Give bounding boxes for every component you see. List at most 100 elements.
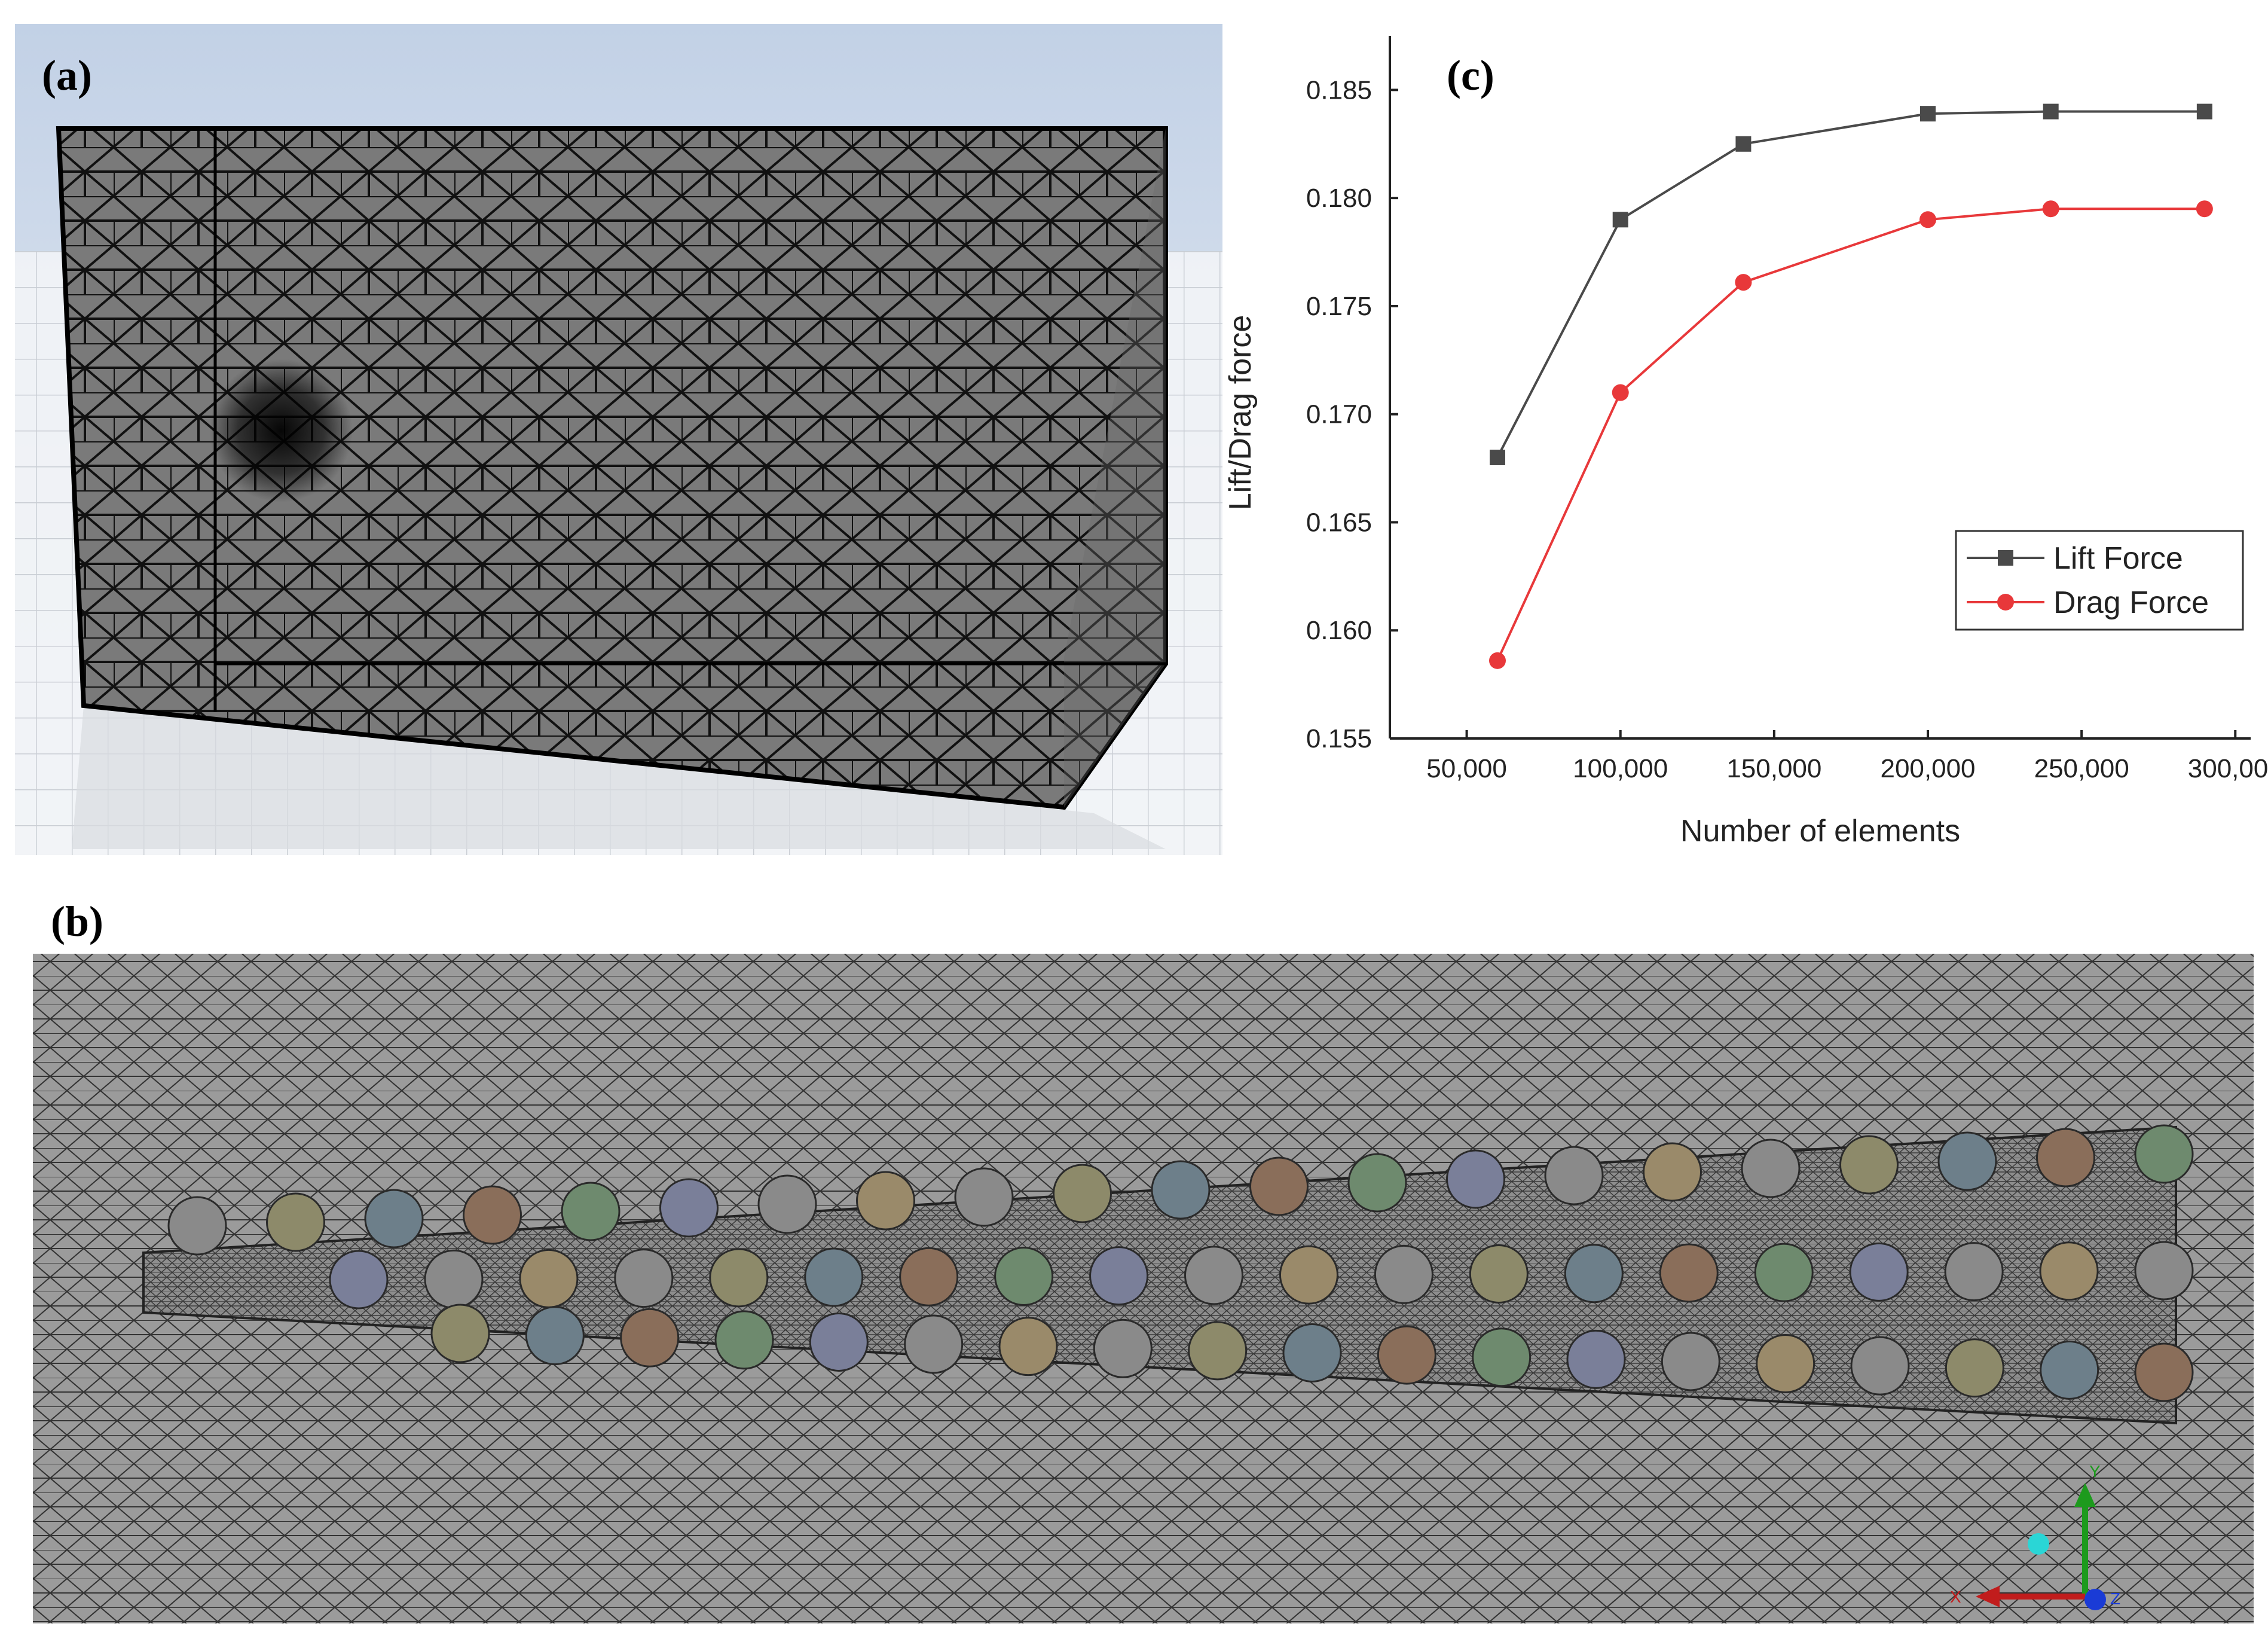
- cylinder: [2134, 1342, 2194, 1402]
- triad-x-label: X: [1950, 1588, 1961, 1606]
- x-tick-label: 50,000: [1426, 754, 1507, 783]
- cylinder: [463, 1185, 522, 1245]
- lift-point: [1490, 450, 1505, 465]
- panel-a-box-side: [1064, 129, 1166, 807]
- lift-point: [2196, 103, 2212, 120]
- cylinder: [1850, 1336, 1910, 1396]
- cylinder: [2134, 1124, 2194, 1184]
- cylinder: [1188, 1321, 1248, 1381]
- panel-a-label: (a): [42, 51, 92, 99]
- cylinder: [1089, 1246, 1149, 1306]
- cylinder: [659, 1178, 719, 1238]
- drag-point: [1612, 384, 1629, 401]
- chart-legend: Lift Force Drag Force: [1955, 530, 2244, 631]
- triad-origin-ball: [2028, 1533, 2049, 1555]
- y-tick-label: 0.165: [1306, 508, 1372, 537]
- cylinder: [1151, 1160, 1211, 1220]
- cylinder: [1849, 1242, 1909, 1302]
- legend-lift-marker: [1998, 550, 2013, 566]
- cylinder: [1564, 1244, 1624, 1304]
- cylinder: [329, 1250, 389, 1310]
- cylinder: [1756, 1334, 1815, 1394]
- cylinder: [1347, 1153, 1407, 1213]
- cylinder: [994, 1246, 1054, 1306]
- legend-drag-marker: [1997, 594, 2014, 611]
- cylinder: [266, 1192, 325, 1252]
- cylinder: [2040, 1340, 2099, 1400]
- panel-a-reflection: [72, 706, 1166, 849]
- x-tick-label: 200,000: [1880, 754, 1975, 783]
- drag-point: [1735, 274, 1752, 291]
- y-tick-label: 0.160: [1306, 616, 1372, 645]
- cylinder: [1839, 1135, 1899, 1195]
- cylinder: [561, 1182, 621, 1241]
- cylinder: [1741, 1139, 1801, 1198]
- y-tick-label: 0.170: [1306, 400, 1372, 429]
- cylinder: [757, 1174, 817, 1234]
- chart-series: [1489, 103, 2213, 669]
- cylinder: [519, 1249, 579, 1308]
- panel-c-label: (c): [1447, 51, 1494, 99]
- cylinder: [1937, 1131, 1997, 1191]
- y-tick-label: 0.185: [1306, 75, 1372, 105]
- cylinder: [954, 1167, 1014, 1227]
- cylinder: [525, 1306, 585, 1366]
- series-line-lift: [1496, 110, 2205, 458]
- cylinder: [1279, 1245, 1338, 1305]
- x-tick-label: 250,000: [2034, 754, 2129, 783]
- y-axis-title: Lift/Drag force: [1223, 315, 1258, 511]
- cylinder: [998, 1317, 1058, 1376]
- panel-b-label: (b): [51, 898, 103, 945]
- y-tick-label: 0.175: [1306, 292, 1372, 321]
- cylinder: [899, 1247, 959, 1307]
- cylinder: [1472, 1327, 1532, 1387]
- legend-drag-label: Drag Force: [2053, 585, 2209, 620]
- panel-a-box-front: [56, 126, 1168, 810]
- x-tick-label: 150,000: [1726, 754, 1821, 783]
- triad-y-label: Y: [2089, 1462, 2101, 1481]
- drag-point: [2042, 200, 2059, 218]
- triad-z-label: Z: [2110, 1589, 2120, 1608]
- x-tick-label: 300,000: [2188, 754, 2268, 783]
- cylinder: [1945, 1338, 2004, 1398]
- cylinder: [1661, 1332, 1720, 1391]
- cylinder: [620, 1308, 680, 1368]
- cylinder: [424, 1249, 484, 1309]
- cylinder: [430, 1304, 490, 1363]
- cylinder: [1282, 1323, 1342, 1382]
- cylinder: [1566, 1329, 1626, 1389]
- panel-c-chart: 0.155 0.160 0.165 0.170 0.175 0.180 0.185 50,00…: [1223, 36, 2268, 848]
- lift-point: [1920, 106, 1936, 122]
- cylinder: [167, 1196, 227, 1256]
- cylinder: [2036, 1128, 2095, 1188]
- cylinder: [1093, 1318, 1153, 1378]
- cylinder: [1184, 1246, 1244, 1305]
- cylinder: [1053, 1164, 1112, 1223]
- panel-a-mesh-box: (a): [15, 24, 1222, 855]
- y-tick-label: 0.155: [1306, 724, 1372, 753]
- legend-box: [1955, 530, 2244, 631]
- x-tick-label: 100,000: [1573, 754, 1668, 783]
- triad-z-axis: [2084, 1589, 2106, 1610]
- cylinder: [804, 1247, 864, 1307]
- panel-b-cylinders: [167, 1124, 2194, 1402]
- cylinder: [1944, 1242, 2004, 1302]
- x-axis-title: Number of elements: [1680, 814, 1960, 848]
- drag-point: [1489, 652, 1506, 669]
- cylinder: [2134, 1241, 2194, 1301]
- cylinder: [1446, 1149, 1505, 1209]
- cylinder: [1249, 1156, 1309, 1216]
- lift-point: [1612, 212, 1628, 228]
- series-line-drag: [1496, 207, 2205, 661]
- panel-b-mesh-cross-section: (b) X Y Z: [33, 898, 2254, 1623]
- y-tick-label: 0.180: [1306, 184, 1372, 213]
- cylinder: [714, 1310, 774, 1370]
- lift-point: [2043, 103, 2059, 120]
- cylinder: [1374, 1244, 1433, 1304]
- cylinder: [1544, 1146, 1604, 1205]
- cylinder: [1659, 1243, 1719, 1303]
- cylinder: [904, 1314, 964, 1374]
- panel-a-refined-region: [209, 359, 353, 502]
- cylinder: [709, 1248, 769, 1308]
